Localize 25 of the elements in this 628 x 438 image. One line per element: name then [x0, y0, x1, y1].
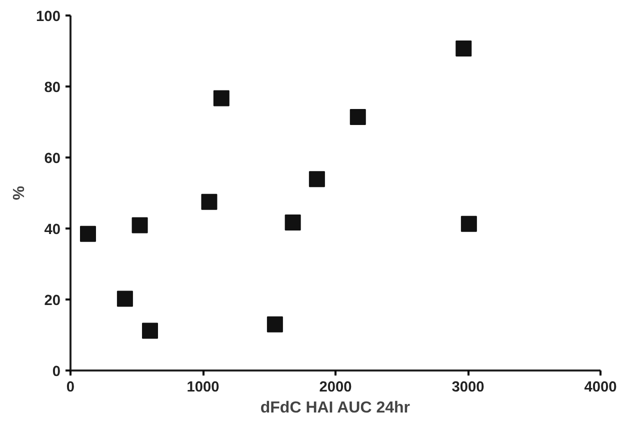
x-tick-label: 2000: [319, 380, 352, 396]
y-tick-label: 80: [44, 80, 61, 96]
x-axis-title: dFdC HAI AUC 24hr: [260, 400, 410, 416]
point: [350, 109, 366, 126]
point: [116, 290, 133, 307]
point: [284, 214, 301, 230]
y-axis-title: %: [11, 186, 28, 200]
point: [266, 316, 283, 332]
point: [460, 216, 477, 232]
x-tick-label: 4000: [584, 380, 617, 396]
point: [456, 40, 472, 57]
point: [142, 322, 158, 339]
y-tick-label: 60: [44, 151, 61, 167]
point: [201, 194, 218, 210]
point: [80, 226, 96, 242]
y-tick-label: 100: [36, 9, 61, 25]
x-tick-label: 0: [66, 380, 75, 396]
y-tick-label: 40: [44, 222, 61, 238]
y-tick-label: 0: [52, 364, 61, 380]
point: [213, 90, 230, 106]
point: [132, 217, 148, 234]
point: [308, 171, 325, 188]
x-tick-label: 1000: [186, 380, 220, 396]
x-tick-label: 3000: [452, 380, 484, 396]
y-tick-label: 20: [44, 293, 61, 309]
